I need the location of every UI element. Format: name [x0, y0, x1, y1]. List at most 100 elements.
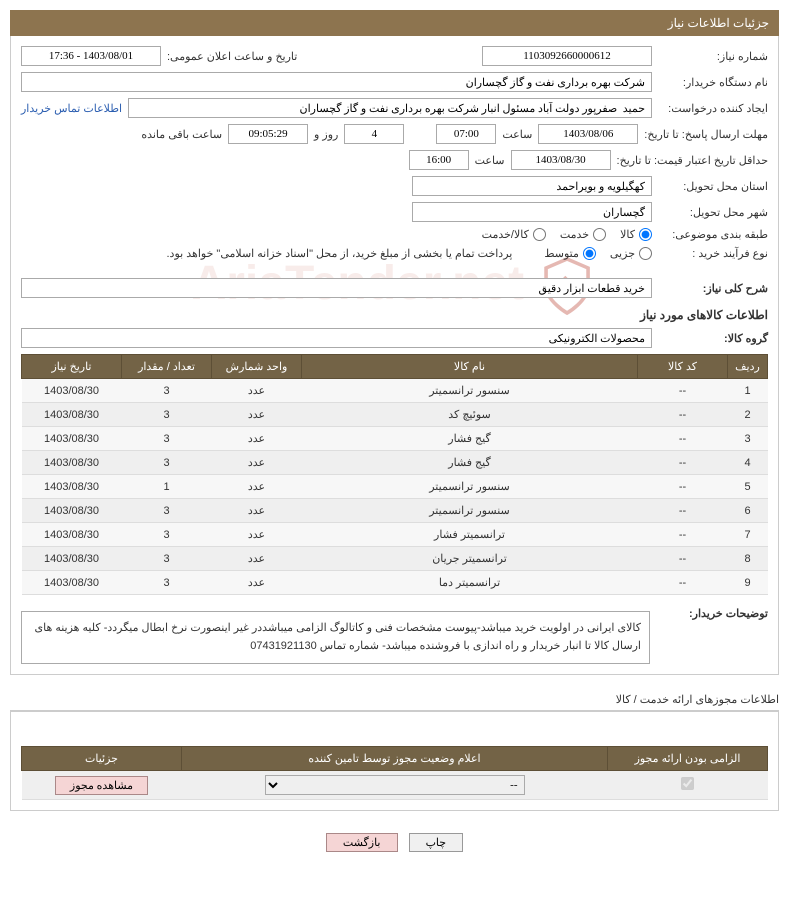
deadline-label: مهلت ارسال پاسخ: تا تاریخ: [644, 128, 768, 141]
table-row: 3--گیج فشارعدد31403/08/30 [22, 427, 768, 451]
status-select[interactable]: -- [265, 775, 525, 795]
radio-medium[interactable]: متوسط [544, 247, 596, 260]
table-cell: عدد [212, 427, 302, 451]
buyer-note-label: توضیحات خریدار: [658, 603, 768, 620]
back-button[interactable]: بازگشت [326, 833, 398, 852]
table-row: 7--ترانسمیتر فشارعدد31403/08/30 [22, 523, 768, 547]
table-cell: -- [638, 571, 728, 595]
table-cell: سنسور ترانسمیتر [302, 379, 638, 403]
buyer-note-text: کالای ایرانی در اولویت خرید میباشد-پیوست… [21, 611, 650, 664]
table-cell: 1403/08/30 [22, 475, 122, 499]
requester-label: ایجاد کننده درخواست: [658, 102, 768, 115]
remaining-label: ساعت باقی مانده [141, 128, 222, 141]
table-cell: 1403/08/30 [22, 499, 122, 523]
city-field [412, 202, 652, 222]
table-cell: عدد [212, 547, 302, 571]
deadline-time-field [436, 124, 496, 144]
radio-service-input[interactable] [593, 228, 606, 241]
table-cell: عدد [212, 379, 302, 403]
announce-field [21, 46, 161, 66]
panel-title: جزئیات اطلاعات نیاز [668, 16, 769, 30]
validity-label: حداقل تاریخ اعتبار قیمت: تا تاریخ: [617, 154, 768, 167]
purchase-type-label: نوع فرآیند خرید : [658, 247, 768, 260]
table-cell: -- [638, 475, 728, 499]
radio-medium-input[interactable] [583, 247, 596, 260]
table-cell: گیج فشار [302, 451, 638, 475]
table-cell: 3 [122, 427, 212, 451]
radio-goods[interactable]: کالا [620, 228, 652, 241]
table-cell: 9 [728, 571, 768, 595]
table-cell: 3 [122, 571, 212, 595]
table-cell: سنسور ترانسمیتر [302, 475, 638, 499]
table-cell: 3 [122, 379, 212, 403]
payment-note: پرداخت تمام یا بخشی از مبلغ خرید، از محل… [167, 247, 513, 260]
table-row: 4--گیج فشارعدد31403/08/30 [22, 451, 768, 475]
table-cell: 3 [728, 427, 768, 451]
table-cell: -- [638, 547, 728, 571]
table-cell: 1403/08/30 [22, 523, 122, 547]
th-date: تاریخ نیاز [22, 355, 122, 379]
radio-partial[interactable]: جزیی [610, 247, 652, 260]
radio-partial-input[interactable] [639, 247, 652, 260]
radio-goods-service[interactable]: کالا/خدمت [482, 228, 546, 241]
need-no-label: شماره نیاز: [658, 50, 768, 63]
table-row: 2--سوئیچ کدعدد31403/08/30 [22, 403, 768, 427]
table-cell: 1 [122, 475, 212, 499]
table-cell: 1403/08/30 [22, 547, 122, 571]
table-cell: 1403/08/30 [22, 571, 122, 595]
category-label: طبقه بندی موضوعی: [658, 228, 768, 241]
table-cell: 3 [122, 499, 212, 523]
panel-header: جزئیات اطلاعات نیاز [10, 10, 779, 36]
table-cell: 1403/08/30 [22, 451, 122, 475]
footer-buttons: چاپ بازگشت [10, 825, 779, 860]
radio-goods-service-input[interactable] [533, 228, 546, 241]
th-name: نام کالا [302, 355, 638, 379]
group-label: گروه کالا: [658, 332, 768, 345]
table-cell: 4 [728, 451, 768, 475]
table-cell: 6 [728, 499, 768, 523]
table-cell: -- [638, 403, 728, 427]
table-cell: سوئیچ کد [302, 403, 638, 427]
th-unit: واحد شمارش [212, 355, 302, 379]
days-and-label: روز و [314, 128, 338, 141]
goods-info-title: اطلاعات کالاهای مورد نیاز [21, 308, 768, 322]
table-cell: -- [638, 427, 728, 451]
table-cell: 3 [122, 451, 212, 475]
table-cell: -- [638, 379, 728, 403]
view-license-button[interactable]: مشاهده مجوز [55, 776, 148, 795]
table-cell: ترانسمیتر جریان [302, 547, 638, 571]
requester-field [128, 98, 652, 118]
purchase-type-radio-group: جزیی متوسط [544, 247, 652, 260]
table-cell: 3 [122, 523, 212, 547]
table-cell: 7 [728, 523, 768, 547]
table-row: 6--سنسور ترانسمیترعدد31403/08/30 [22, 499, 768, 523]
table-cell: 5 [728, 475, 768, 499]
validity-time-field [409, 150, 469, 170]
radio-goods-input[interactable] [639, 228, 652, 241]
time-label-1: ساعت [502, 128, 532, 141]
table-row: 1--سنسور ترانسمیترعدد31403/08/30 [22, 379, 768, 403]
table-cell: 1403/08/30 [22, 427, 122, 451]
time-label-2: ساعت [475, 154, 505, 167]
contact-link[interactable]: اطلاعات تماس خریدار [21, 102, 122, 115]
table-cell: ترانسمیتر فشار [302, 523, 638, 547]
table-cell: -- [638, 523, 728, 547]
category-radio-group: کالا خدمت کالا/خدمت [482, 228, 652, 241]
table-cell: 3 [122, 547, 212, 571]
table-cell: عدد [212, 499, 302, 523]
table-cell: عدد [212, 571, 302, 595]
goods-table: ردیف کد کالا نام کالا واحد شمارش تعداد /… [21, 354, 768, 595]
table-cell: سنسور ترانسمیتر [302, 499, 638, 523]
table-cell: عدد [212, 403, 302, 427]
days-count-field [344, 124, 404, 144]
table-cell: 3 [122, 403, 212, 427]
table-row: 5--سنسور ترانسمیترعدد11403/08/30 [22, 475, 768, 499]
license-row: -- مشاهده مجوز [22, 771, 768, 800]
radio-service[interactable]: خدمت [560, 228, 606, 241]
need-summary-field [21, 278, 652, 298]
buyer-org-field [21, 72, 652, 92]
print-button[interactable]: چاپ [409, 833, 464, 852]
table-cell: -- [638, 451, 728, 475]
license-table: الزامی بودن ارائه مجوز اعلام وضعیت مجوز … [21, 746, 768, 800]
announce-label: تاریخ و ساعت اعلان عمومی: [167, 50, 297, 63]
